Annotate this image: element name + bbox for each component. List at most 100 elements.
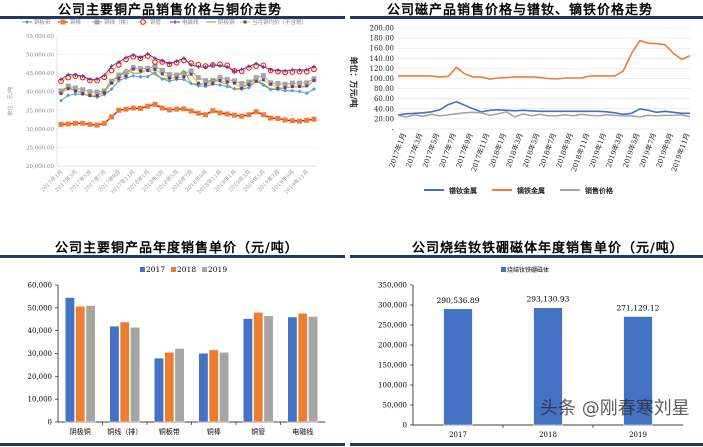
- chart4-bar: [533, 307, 563, 426]
- chart1-data-point: [66, 87, 70, 91]
- chart1-y-tick: 30,000.00: [26, 127, 54, 133]
- chart1-data-point: [102, 73, 107, 78]
- chart1-data-point: [65, 121, 71, 127]
- chart1-data-point: [260, 112, 266, 118]
- chart1-data-point: [239, 67, 244, 72]
- chart1-data-point: [312, 79, 316, 83]
- chart1-data-point: [94, 89, 100, 95]
- chart4-bar: [443, 308, 473, 426]
- chart1-y-tick: 20,000.00: [26, 164, 54, 170]
- chart1-data-point: [181, 56, 186, 61]
- chart1-data-point: [231, 78, 237, 84]
- chart3-legend: 2017 2018 2019: [140, 265, 227, 274]
- chart3-y-tick: 60,000: [28, 282, 53, 290]
- chart1-data-point: [225, 64, 230, 69]
- chart1-series-4: [59, 51, 316, 82]
- chart1-legend-marker: [173, 20, 177, 24]
- chart1-data-point: [138, 105, 144, 111]
- chart1-data-point: [297, 118, 303, 124]
- chart1-y-tick: 40,000.00: [26, 90, 54, 96]
- chart1-data-point: [160, 72, 164, 76]
- chart1-data-point: [188, 68, 194, 74]
- chart2-y-tick: 120.00: [370, 65, 395, 73]
- chart3-x-tick: 铜板带: [159, 427, 180, 436]
- chart1-y-tick: 25,000.00: [26, 145, 54, 151]
- chart4-y-tick: 350,000: [378, 282, 407, 290]
- chart4-legend-swatch: [501, 267, 506, 272]
- chart1-data-point: [246, 64, 251, 69]
- chart1-data-point: [167, 76, 171, 80]
- chart1-data-point: [283, 88, 288, 93]
- chart1-data-point: [232, 81, 236, 85]
- chart1-data-point: [131, 52, 136, 57]
- chart2-title-rule: [350, 16, 703, 19]
- chart1-data-point: [253, 109, 259, 115]
- chart1-data-point: [204, 82, 208, 86]
- chart2-series-line-0: [397, 100, 690, 116]
- chart1-data-point: [159, 68, 165, 74]
- chart1-data-point: [109, 78, 115, 84]
- chart1-data-point: [166, 107, 172, 113]
- chart1-data-point: [87, 89, 93, 95]
- chart2-y-tick: 100.00: [370, 75, 395, 83]
- chart4-data-label: 290,536.89: [437, 296, 480, 305]
- chart1-legend-label: 阴极铜: [218, 18, 235, 26]
- chart1-series-6: [59, 67, 316, 97]
- chart1-data-point: [210, 108, 216, 114]
- chart3-x-tick: 铜管: [251, 427, 265, 436]
- chart1-data-point: [152, 63, 158, 69]
- chart1-data-point: [283, 68, 288, 73]
- chart1-data-point: [167, 78, 172, 83]
- chart1-data-point: [152, 101, 158, 107]
- chart3-title-rule: [0, 255, 345, 258]
- chart1-data-point: [109, 64, 114, 69]
- chart1-data-point: [210, 62, 215, 67]
- chart1-data-point: [312, 87, 316, 92]
- chart1-legend-label: 铜管: [150, 18, 162, 26]
- chart3-x-tick: 电磁线: [292, 427, 313, 436]
- chart1-data-point: [145, 51, 150, 56]
- chart4-y-tick: 250,000: [378, 322, 407, 330]
- chart4-y-tick: 150,000: [378, 362, 407, 370]
- chart1-data-point: [269, 82, 273, 86]
- chart1-legend-marker: [60, 19, 66, 25]
- chart3-bar: [198, 353, 209, 423]
- chart4-legend: 烧结钕铁硼磁体: [501, 266, 549, 274]
- chart2-plot: - 20.00 40.00 60.00 80.00 100.00 120.00 140.00 1…: [349, 25, 692, 173]
- chart1-data-point: [181, 71, 187, 77]
- chart3-bar: [64, 297, 75, 423]
- chart1-data-point: [312, 64, 316, 69]
- chart1-data-point: [203, 112, 209, 118]
- chart1-data-point: [239, 113, 245, 119]
- chart2-legend-label: 销售价格: [584, 186, 614, 195]
- chart1-data-point: [95, 93, 99, 97]
- chart1-data-point: [282, 81, 288, 87]
- chart4-title: 公司烧结钕铁硼磁体年度销售单价（元/吨）: [412, 241, 684, 256]
- chart3-x-tick: 阴极铜: [70, 427, 91, 436]
- chart2-y-tick: 160.00: [370, 45, 395, 53]
- chart1-data-point: [182, 75, 186, 79]
- chart3-bar: [242, 318, 253, 423]
- chart1-data-point: [174, 72, 180, 78]
- chart1-data-point: [59, 77, 63, 82]
- chart1-data-point: [116, 72, 122, 78]
- chart3-legend-swatch: [171, 267, 176, 272]
- chart1-data-point: [80, 120, 86, 126]
- chart3-legend-label: 2019: [208, 265, 227, 274]
- chart3-bar: [85, 305, 96, 423]
- chart1-data-point: [181, 77, 186, 82]
- chart1-data-point: [59, 92, 63, 96]
- chart1-data-point: [297, 68, 302, 73]
- chart1-data-point: [304, 91, 309, 96]
- chart1-data-point: [175, 76, 179, 80]
- chart1-data-point: [275, 68, 280, 73]
- chart1-y-label: 单位：元/吨: [6, 86, 14, 116]
- chart4-y-tick: 50,000: [383, 402, 408, 410]
- chart1-data-point: [203, 65, 208, 70]
- chart1-data-point: [102, 91, 106, 95]
- chart1-data-point: [253, 75, 259, 81]
- chart1-data-point: [116, 107, 122, 113]
- chart1-data-point: [145, 74, 150, 79]
- chart1-data-point: [87, 77, 92, 82]
- chart2-y-tick: -: [392, 126, 395, 134]
